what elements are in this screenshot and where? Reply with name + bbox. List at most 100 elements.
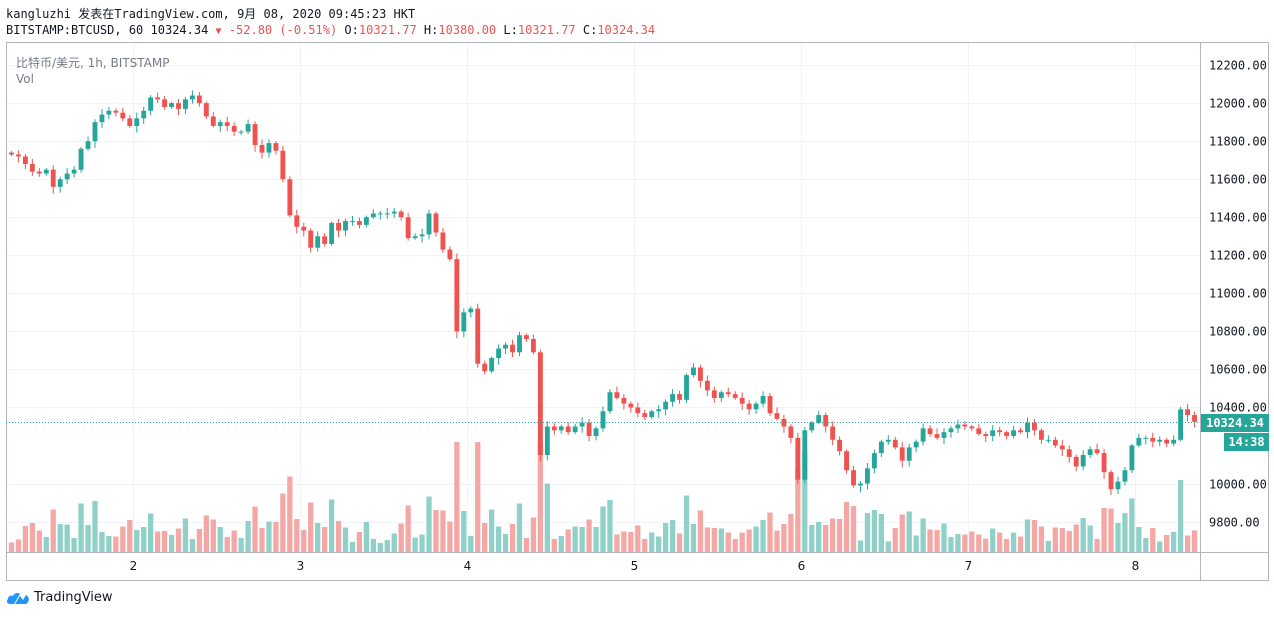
candle-body — [391, 211, 397, 214]
volume-bar — [377, 543, 383, 552]
candle-body — [635, 407, 641, 414]
volume-bar — [363, 522, 370, 552]
candle-body — [280, 150, 286, 180]
volume-bar — [8, 542, 15, 552]
volume-bar — [955, 534, 961, 552]
volume-bar — [607, 500, 613, 552]
volume-bar — [850, 506, 857, 552]
volume-bar — [384, 540, 390, 552]
volume-bar — [683, 495, 690, 552]
volume-bar — [245, 521, 251, 552]
volume-bar — [301, 530, 307, 552]
price-tick-label: 12200.00 — [1209, 59, 1267, 73]
candle-body — [203, 103, 209, 117]
volume-bar — [593, 527, 599, 552]
volume-bar — [22, 526, 29, 552]
volume-bar — [697, 510, 704, 552]
volume-bar — [509, 524, 516, 552]
candle-body — [1192, 415, 1197, 422]
candle-body — [301, 226, 307, 231]
candle-body — [565, 426, 571, 433]
time-tick-label: 6 — [798, 559, 806, 573]
candle-body — [433, 213, 439, 233]
candle-body — [1185, 409, 1190, 416]
volume-bar — [976, 534, 982, 552]
candle-body — [934, 434, 940, 438]
volume-bar — [15, 539, 22, 552]
candle-body — [823, 415, 829, 427]
volume-bar — [266, 521, 272, 552]
candle-body — [315, 236, 321, 248]
candle-body — [642, 413, 648, 417]
volume-bar — [64, 524, 70, 552]
high-value: 10380.00 — [438, 23, 497, 37]
candle-body — [704, 380, 710, 391]
candle-body — [1025, 422, 1030, 433]
volume-legend: Vol — [16, 72, 34, 86]
volume-bar — [614, 534, 620, 552]
candle-body — [614, 392, 620, 398]
volume-bars — [8, 442, 1198, 552]
candle-body — [162, 99, 168, 107]
volume-bar — [537, 442, 544, 552]
volume-bar — [127, 520, 133, 552]
candles[interactable] — [9, 90, 1197, 495]
volume-bar — [649, 532, 655, 552]
candle-body — [920, 428, 926, 442]
price-axis-labels: 12200.00 12000.00 11800.00 11600.00 11400.00… — [1209, 59, 1267, 530]
volume-bar — [600, 506, 606, 552]
volume-bar — [899, 514, 905, 552]
volume-bar — [1080, 518, 1086, 552]
volume-bar — [189, 539, 196, 552]
candle-body — [322, 236, 328, 244]
candle-body — [1059, 445, 1065, 450]
volume-bar — [259, 528, 265, 552]
candle-body — [725, 392, 731, 395]
volume-bar — [252, 506, 258, 552]
volume-bar — [739, 532, 745, 552]
candle-body — [350, 221, 355, 223]
volume-bar — [85, 525, 91, 552]
candle-body — [287, 179, 293, 216]
candle-body — [628, 403, 634, 408]
volume-bar — [419, 534, 425, 552]
volume-bar — [294, 519, 300, 552]
volume-bar — [927, 529, 933, 552]
candle-body — [503, 344, 509, 349]
candle-body — [106, 110, 112, 115]
candle-body — [955, 424, 961, 429]
candle-body — [294, 215, 300, 227]
volume-bar — [482, 523, 488, 552]
candle-body — [621, 397, 627, 404]
volume-bar — [586, 519, 592, 552]
candle-body — [878, 441, 884, 454]
volume-bar — [558, 536, 564, 552]
volume-bar — [795, 468, 801, 552]
candle-body — [753, 403, 759, 410]
tradingview-logo[interactable]: TradingView — [6, 590, 113, 605]
time-tick-label: 7 — [965, 559, 973, 573]
candle-body — [684, 375, 689, 400]
volume-bar — [412, 537, 418, 552]
candle-body — [871, 453, 877, 469]
candle-body — [858, 483, 863, 486]
volume-bar — [349, 542, 356, 552]
candle-body — [816, 415, 822, 423]
candle-body — [544, 426, 550, 456]
candle-body — [336, 222, 341, 231]
volume-bar — [662, 523, 669, 552]
volume-bar — [238, 538, 244, 552]
volume-bar — [962, 534, 968, 552]
volume-bar — [767, 512, 773, 552]
candle-body — [377, 213, 383, 215]
candle-body — [329, 222, 335, 244]
candle-body — [169, 103, 174, 107]
candle-body — [245, 124, 251, 132]
volume-bar — [99, 532, 105, 552]
candle-body — [649, 411, 655, 417]
volume-bar — [1052, 527, 1058, 552]
low-label: L: — [503, 23, 518, 37]
candle-body — [127, 118, 133, 126]
price-tick-label: 10600.00 — [1209, 363, 1267, 377]
